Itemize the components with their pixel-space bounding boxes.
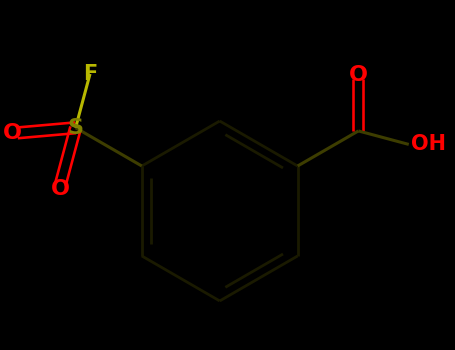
Text: OH: OH (411, 134, 446, 154)
Text: F: F (83, 64, 97, 84)
Text: O: O (51, 179, 70, 199)
Text: O: O (349, 65, 368, 85)
Text: S: S (68, 118, 84, 138)
Text: O: O (3, 123, 22, 143)
